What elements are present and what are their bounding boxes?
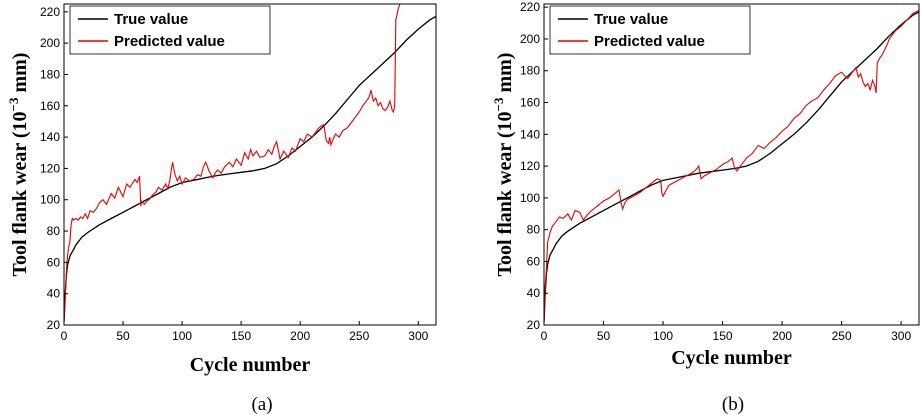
y-axis-label: Tool flank wear (10−3 mm) xyxy=(6,53,31,277)
x-tick-label: 200 xyxy=(290,329,310,343)
x-tick-label: 50 xyxy=(116,329,130,343)
y-tick-label: 220 xyxy=(40,5,60,19)
y-tick-label: 20 xyxy=(527,318,541,332)
y-tick-label: 180 xyxy=(40,67,60,81)
x-tick-label: 50 xyxy=(597,329,611,343)
x-tick-label: 300 xyxy=(891,329,911,343)
y-tick-label: 140 xyxy=(520,127,540,141)
x-tick-label: 150 xyxy=(713,329,733,343)
y-tick-label: 160 xyxy=(40,99,60,113)
y-tick-label: 200 xyxy=(40,36,60,50)
y-tick-label: 220 xyxy=(520,0,540,14)
y-tick-label: 120 xyxy=(520,159,540,173)
series-line-true-value xyxy=(544,11,919,322)
y-tick-label: 80 xyxy=(47,224,61,238)
x-axis-label: Cycle number xyxy=(671,347,792,369)
y-axis-label: Tool flank wear (10−3 mm) xyxy=(491,53,516,277)
x-axis-label: Cycle number xyxy=(190,354,311,376)
y-tick-label: 200 xyxy=(520,32,540,46)
y-tick-label: 60 xyxy=(527,254,541,268)
panel-caption: (b) xyxy=(722,394,744,415)
y-tick-label: 60 xyxy=(47,255,61,269)
legend-box xyxy=(69,5,271,55)
panel-caption: (a) xyxy=(251,394,272,415)
chart-panel-b: 0 50 100 150 200 250 300 20 40 60 80 100 120 140 160 18… xyxy=(491,0,920,415)
chart-panel-a: 0 50 100 150 200 250 300 20 40 60 80 100 120 140 160 18… xyxy=(6,3,437,415)
series-line-predicted-value xyxy=(64,4,401,322)
plot-frame xyxy=(543,3,920,326)
legend: True value Predicted value xyxy=(549,5,751,55)
y-tick-label: 20 xyxy=(47,318,61,332)
legend-entry: True value xyxy=(114,11,188,28)
x-tick-label: 0 xyxy=(61,329,68,343)
x-tick-label: 100 xyxy=(653,329,673,343)
x-tick-label: 250 xyxy=(832,329,852,343)
y-tick-label: 40 xyxy=(47,287,61,301)
x-tick-label: 200 xyxy=(772,329,792,343)
legend-entry: Predicted value xyxy=(114,33,225,50)
y-tick-label: 140 xyxy=(40,130,60,144)
y-tick-label: 80 xyxy=(527,223,541,237)
series-line-true-value xyxy=(64,15,436,322)
legend-box xyxy=(549,5,751,55)
y-tick-label: 160 xyxy=(520,96,540,110)
y-tick-label: 100 xyxy=(40,193,60,207)
legend: True value Predicted value xyxy=(69,5,271,55)
y-tick-label: 40 xyxy=(527,286,541,300)
plot-frame xyxy=(63,3,437,326)
legend-entry: Predicted value xyxy=(594,33,705,50)
y-tick-label: 180 xyxy=(520,64,540,78)
series-line-predicted-value xyxy=(544,9,919,322)
x-tick-label: 100 xyxy=(172,329,192,343)
x-tick-label: 250 xyxy=(349,329,369,343)
x-tick-label: 150 xyxy=(231,329,251,343)
x-tick-label: 0 xyxy=(541,329,548,343)
y-tick-label: 100 xyxy=(520,191,540,205)
y-tick-label: 120 xyxy=(40,161,60,175)
x-tick-label: 300 xyxy=(408,329,428,343)
legend-entry: True value xyxy=(594,11,668,28)
